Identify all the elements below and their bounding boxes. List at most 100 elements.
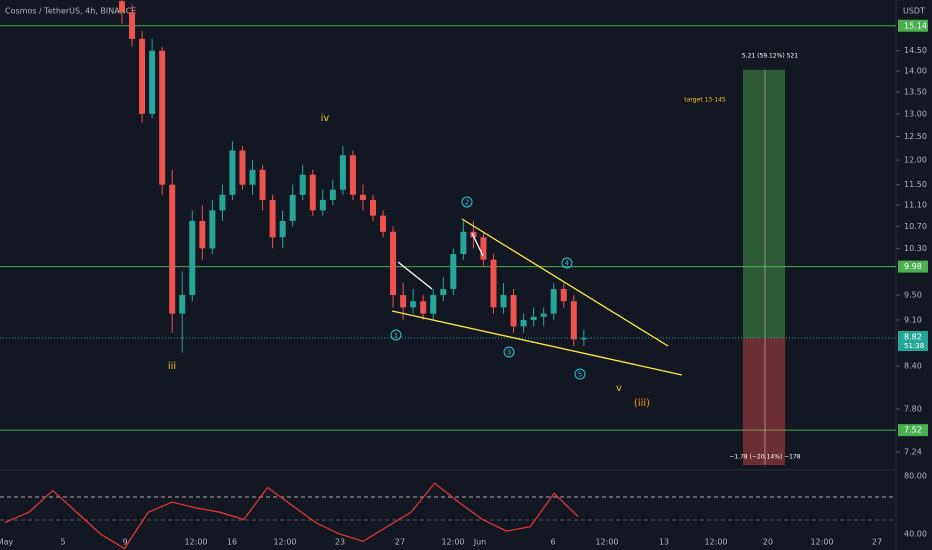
level-label: 15.14 (904, 21, 927, 30)
candle-body (520, 319, 527, 327)
wave-label: target 13-145 (684, 97, 726, 104)
candle-body (139, 38, 146, 114)
channel-line (471, 232, 484, 257)
candle-body (349, 155, 356, 195)
wave-circle (503, 346, 515, 358)
price-tick-label: 10.70 (904, 222, 927, 231)
price-tick-label: 10.30 (904, 244, 927, 253)
candle-body (219, 194, 226, 211)
candle-body (259, 169, 266, 200)
current-badge (898, 331, 928, 352)
candle-body (560, 289, 567, 302)
candle-body (179, 295, 186, 314)
price-tick-label: 11.50 (904, 180, 927, 189)
level-label: 7.52 (904, 426, 922, 435)
candle-body (400, 295, 407, 308)
time-label: 12:00 (441, 538, 464, 547)
time-label: 13 (659, 538, 669, 547)
candle-body (199, 220, 206, 249)
trend-line (391, 310, 683, 376)
time-label: 5 (60, 538, 65, 547)
wave-circle (390, 329, 402, 341)
candle-body (159, 50, 166, 185)
currency: USDT (903, 7, 925, 16)
osc-line (4, 482, 579, 550)
candle-body (510, 295, 517, 327)
channel-line (397, 261, 433, 290)
candle-body (129, 12, 136, 39)
candle-body (490, 259, 497, 308)
candle-body (229, 150, 236, 195)
time-label: 12:00 (704, 538, 727, 547)
candle-body (279, 220, 286, 238)
price-tick-label: 9.10 (904, 315, 922, 324)
time-label: 12:00 (184, 538, 207, 547)
candle-body (339, 155, 346, 190)
candle-body (460, 231, 467, 254)
candle-body (370, 199, 376, 216)
candle-body (440, 289, 447, 296)
level-badge (898, 424, 928, 437)
wave-number: 4 (565, 260, 570, 268)
osc-tick-label: 40.00 (904, 530, 927, 539)
price-tick-label: 12.00 (904, 156, 927, 165)
time-label: 20 (763, 538, 773, 547)
level-badge (898, 260, 928, 273)
candle-body (500, 295, 507, 308)
level-badge (898, 19, 928, 32)
candle-body (430, 295, 437, 314)
candle-body (329, 189, 336, 200)
wave-number: 2 (465, 199, 469, 207)
time-label: 16 (227, 538, 237, 547)
candle-body (410, 301, 417, 308)
time-label: 27 (872, 538, 882, 547)
wave-label: iii (168, 361, 176, 372)
wave-number: 5 (578, 371, 582, 379)
current-price: 8.82 (904, 333, 922, 342)
trend-line (461, 218, 669, 347)
price-tick-label: 12.50 (904, 132, 927, 141)
candle-body (189, 220, 196, 296)
wave-label: v (616, 383, 622, 394)
candle-body (359, 194, 366, 200)
loss-zone (743, 338, 785, 465)
candle-body (540, 313, 547, 317)
price-tick-label: 8.40 (904, 362, 922, 371)
profit-zone (743, 69, 785, 339)
wave-circle (574, 368, 586, 380)
wave-number: 1 (394, 332, 398, 340)
price-tick-label: 11.10 (904, 201, 927, 210)
time-label: 6 (550, 538, 555, 547)
wave-number: 3 (507, 349, 511, 357)
countdown: 51:38 (904, 342, 924, 350)
candle-body (119, 1, 125, 13)
candle-body (480, 237, 487, 260)
profit-label: 5.21 (59.12%) 521 (742, 52, 798, 59)
time-label: 12:00 (810, 538, 833, 547)
wave-circle (461, 196, 473, 208)
candle-body (249, 169, 256, 185)
osc-tick-label: 80.00 (904, 472, 927, 481)
candle-body (450, 253, 457, 290)
candle-body (239, 150, 246, 185)
candle-body (420, 301, 427, 314)
time-label: 12:00 (595, 538, 618, 547)
candle-body (149, 50, 156, 114)
wave-label: iv (321, 113, 330, 124)
candle-body (209, 210, 216, 249)
candle-body (380, 215, 387, 232)
candle-body (390, 231, 397, 296)
price-tick-label: 14.00 (904, 66, 927, 75)
candle-body (169, 184, 176, 314)
candle-body (580, 338, 587, 340)
time-label: 27 (395, 538, 405, 547)
time-label: 9 (122, 538, 127, 547)
wave-label: (iii) (634, 398, 650, 409)
wave-circle (561, 257, 573, 269)
time-label: 23 (335, 538, 345, 547)
price-tick-label: 7.80 (904, 405, 922, 414)
candle-body (299, 174, 306, 195)
header-title: Cosmos / TetherUS, 4h, BINANCE (5, 7, 136, 16)
